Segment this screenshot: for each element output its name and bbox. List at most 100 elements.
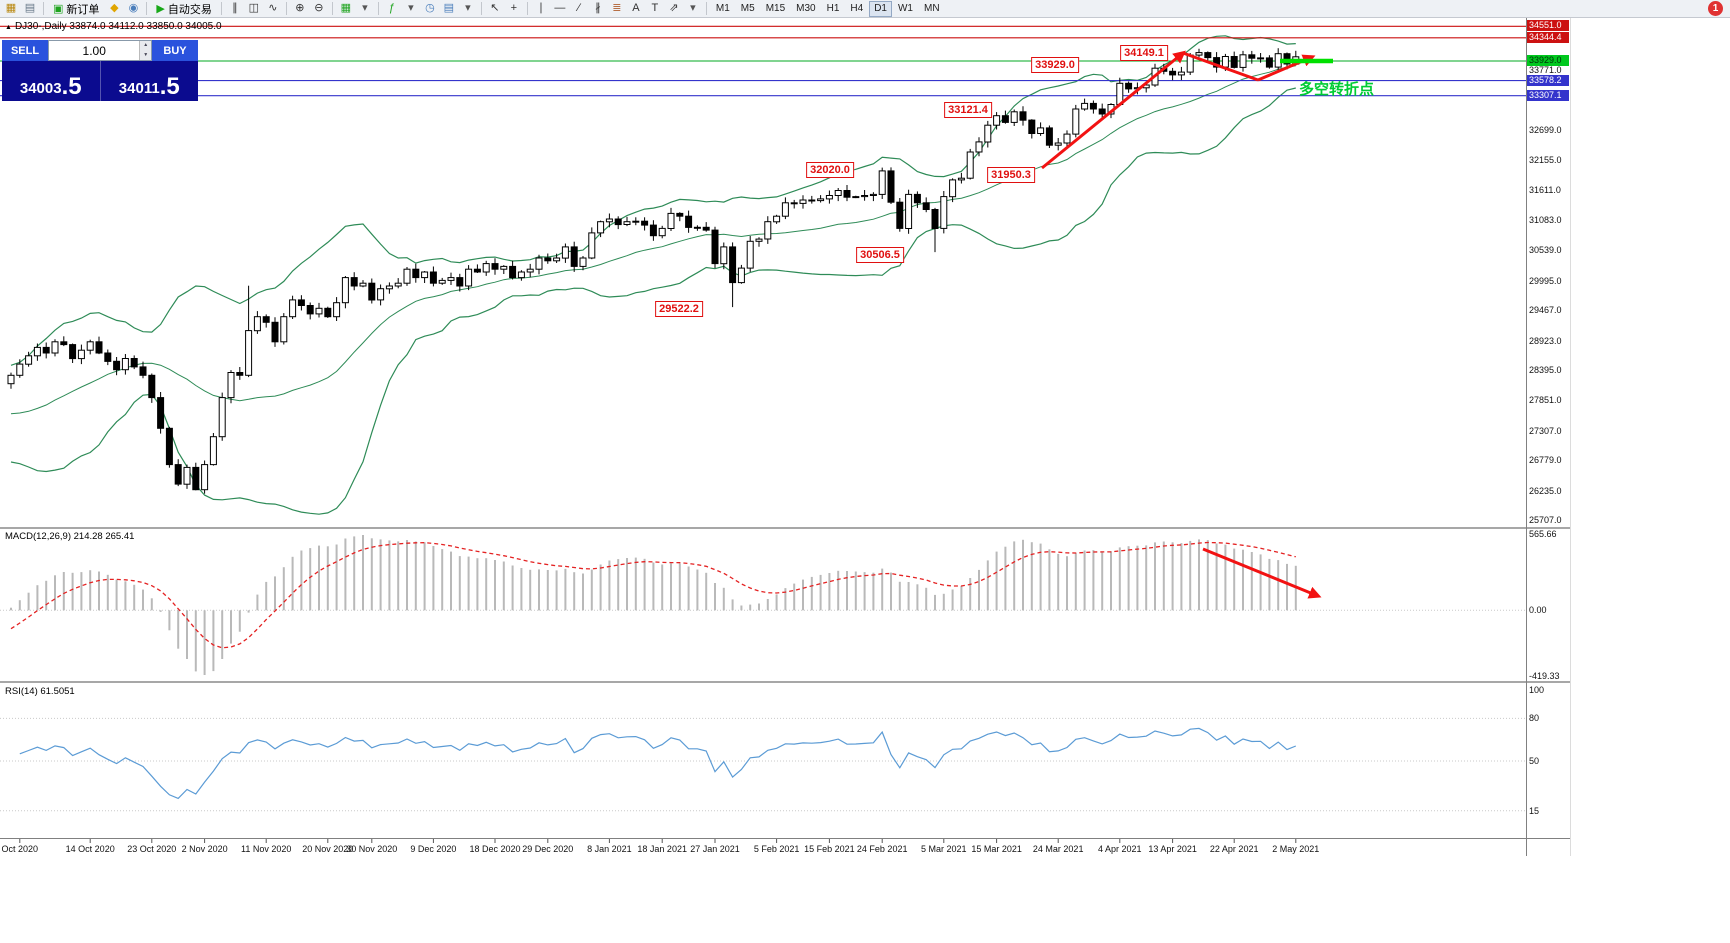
macd-scale-label: -419.33 [1529, 671, 1560, 681]
price-callout[interactable]: 29522.2 [655, 301, 703, 317]
trend-arrow-1[interactable] [1041, 50, 1186, 170]
lot-size-input[interactable] [49, 41, 140, 60]
time-axis-label[interactable]: 15 Feb 2021 [804, 844, 855, 854]
expert-advisors-icon[interactable]: ◆ [110, 2, 119, 14]
timeframe-m15[interactable]: M15 [765, 3, 786, 14]
new-order-button-icon: ▣ [53, 3, 64, 15]
zoom-in-icon[interactable]: ⊕ [295, 2, 305, 14]
time-axis-label[interactable]: 13 Apr 2021 [1148, 844, 1197, 854]
rsi-scale-label: 100 [1529, 685, 1545, 695]
toolbar-separator [705, 2, 707, 15]
annotation-text[interactable]: 多空转折点 [1299, 81, 1375, 98]
price-callout[interactable]: 31950.3 [987, 167, 1035, 183]
price-line-tag: 33929.0 [1527, 55, 1569, 66]
time-axis-label[interactable]: 15 Mar 2021 [971, 844, 1022, 854]
sell-button[interactable]: SELL [2, 40, 48, 61]
indicators-dropdown-icon[interactable]: ▾ [408, 2, 414, 14]
notification-badge[interactable]: 1 [1708, 1, 1723, 16]
time-axis-label[interactable]: 24 Mar 2021 [1032, 844, 1084, 854]
time-axis-label[interactable]: 11 Nov 2020 [241, 844, 292, 854]
price-callout[interactable]: 30506.5 [856, 247, 904, 263]
candlestick-chart-icon[interactable]: ◫ [248, 2, 260, 14]
trend-arrow-2[interactable] [1182, 51, 1259, 82]
vertical-line-icon[interactable]: ∣ [538, 2, 544, 14]
price-line-tag: 34551.0 [1527, 20, 1569, 32]
profiles-icon[interactable]: ▤ [24, 2, 36, 14]
zoom-out-icon[interactable]: ⊖ [314, 2, 324, 14]
templates-dropdown-icon[interactable]: ▾ [465, 2, 471, 14]
time-axis-label[interactable]: Oct 2020 [1, 844, 39, 854]
price-callout[interactable]: 33929.0 [1031, 57, 1079, 73]
price-scale-label: 29467.0 [1529, 305, 1562, 316]
time-axis-label[interactable]: 24 Feb 2021 [856, 844, 908, 854]
macd-arrow[interactable] [1202, 547, 1322, 599]
toolbar-separator [220, 2, 222, 15]
periods-icon[interactable]: ◷ [425, 2, 435, 14]
price-callout[interactable]: 33121.4 [944, 102, 992, 118]
timeframe-w1[interactable]: W1 [897, 3, 913, 14]
price-callout[interactable]: 34149.1 [1120, 45, 1168, 61]
macd-scale-label: 0.00 [1529, 605, 1547, 616]
time-axis-label[interactable]: 5 Feb 2021 [753, 844, 800, 854]
lot-decrease-button[interactable]: ▼ [139, 50, 151, 60]
time-axis-label[interactable]: 29 Dec 2020 [522, 844, 574, 854]
time-axis-label[interactable]: 27 Jan 2021 [690, 844, 740, 854]
toolbar-separator [146, 2, 148, 15]
arrange-dropdown-icon[interactable]: ▾ [362, 2, 368, 14]
templates-icon[interactable]: ▤ [443, 2, 455, 14]
rsi-panel [0, 717, 1526, 812]
auto-trading-button-label: 自动交易 [167, 3, 212, 16]
timeframe-h1[interactable]: H1 [826, 3, 840, 14]
auto-trading-button[interactable]: ▶ 自动交易 [151, 1, 216, 16]
shapes-dropdown-icon[interactable]: ▾ [690, 2, 696, 14]
channel-icon[interactable]: ∦ [595, 2, 601, 14]
time-axis-label[interactable]: 18 Jan 2021 [637, 844, 687, 854]
timeframe-m5[interactable]: M5 [740, 3, 755, 14]
time-axis-label[interactable]: 8 Jan 2021 [587, 844, 632, 854]
timeframe-h4[interactable]: H4 [850, 3, 864, 14]
trendline-icon[interactable]: ∕ [577, 2, 580, 14]
time-axis-label[interactable]: 9 Dec 2020 [410, 844, 457, 854]
timeframe-m1[interactable]: M1 [715, 3, 730, 14]
arrows-icon[interactable]: ⇗ [669, 2, 679, 14]
time-axis-label[interactable]: 23 Oct 2020 [127, 844, 177, 854]
time-axis-label[interactable]: 14 Oct 2020 [65, 844, 115, 854]
timeframe-m30[interactable]: M30 [796, 3, 816, 14]
chart-canvas[interactable] [0, 0, 1572, 856]
label-icon[interactable]: T [651, 2, 659, 14]
time-axis-label[interactable]: 5 Mar 2021 [921, 844, 967, 854]
buy-price-pip: .5 [159, 73, 180, 100]
new-order-button[interactable]: ▣ 新订单 [48, 1, 104, 16]
timeframe-d1[interactable]: D1 [869, 0, 892, 17]
price-scale-label: 28395.0 [1529, 364, 1562, 375]
sell-price: 34003.5 [2, 61, 101, 101]
fibonacci-icon[interactable]: ≣ [612, 2, 622, 14]
indicators-icon[interactable]: ƒ [388, 2, 395, 14]
text-icon[interactable]: A [632, 2, 640, 14]
price-scale-label: 31083.0 [1529, 214, 1562, 225]
chart-symbol-icon: ▲ [5, 24, 12, 31]
time-axis-label[interactable]: 18 Dec 2020 [469, 844, 521, 854]
buy-button[interactable]: BUY [152, 40, 198, 61]
time-axis-label[interactable]: 2 May 2021 [1272, 844, 1320, 854]
cursor-icon[interactable]: ↖ [490, 2, 500, 14]
price-scale-label: 26235.0 [1529, 485, 1562, 496]
time-axis-label[interactable]: 2 Nov 2020 [181, 844, 228, 854]
time-axis-label[interactable]: 20 Nov 2020 [302, 844, 354, 854]
history-center-icon[interactable]: ◉ [128, 2, 139, 14]
horizontal-line-icon[interactable]: ― [554, 2, 566, 14]
rsi-line [19, 727, 1297, 800]
lot-increase-button[interactable]: ▲ [139, 41, 151, 51]
timeframe-mn[interactable]: MN [923, 3, 940, 14]
tile-windows-icon[interactable]: ▦ [340, 2, 352, 14]
time-axis-label[interactable]: 30 Nov 2020 [346, 844, 398, 854]
macd-label: MACD(12,26,9) 214.28 265.41 [5, 531, 135, 542]
crosshair-icon[interactable]: + [510, 2, 518, 14]
price-callout[interactable]: 32020.0 [806, 162, 854, 178]
new-chart-icon[interactable]: ▦ [5, 2, 17, 14]
time-axis-label[interactable]: 4 Apr 2021 [1098, 844, 1142, 854]
line-chart-icon[interactable]: ∿ [268, 2, 278, 14]
time-axis-label[interactable]: 22 Apr 2021 [1209, 844, 1259, 854]
bar-chart-icon[interactable]: ∥ [232, 2, 238, 14]
sell-price-main: 34003 [19, 80, 62, 97]
